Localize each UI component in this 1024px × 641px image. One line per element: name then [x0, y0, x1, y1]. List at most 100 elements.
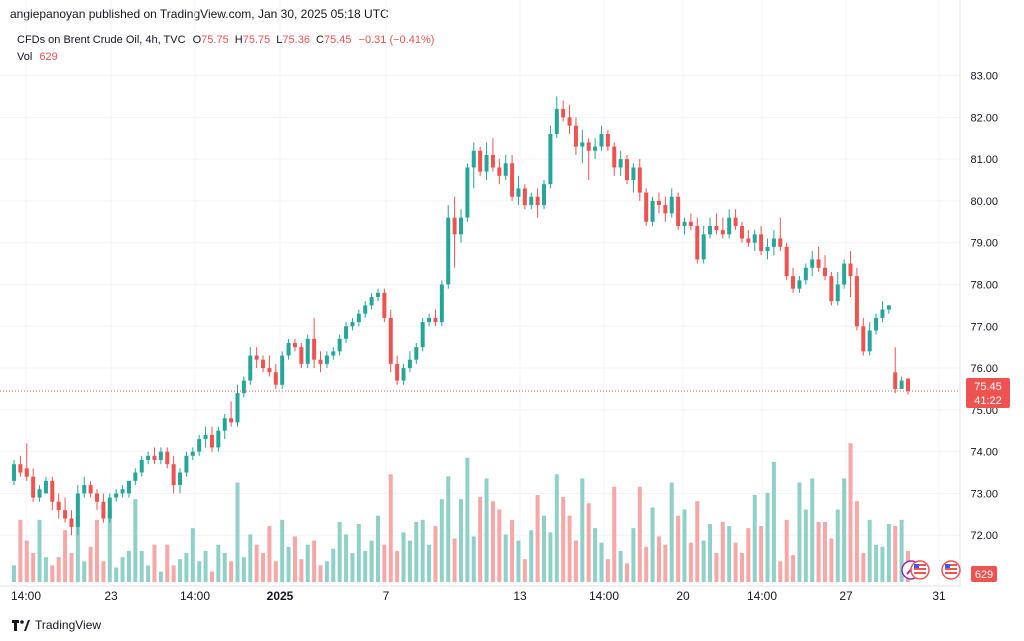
candle-body — [548, 134, 553, 185]
volume-bar — [427, 544, 432, 582]
volume-bar — [31, 553, 36, 582]
price-tick-label: 80.00 — [970, 196, 998, 208]
candle-body — [388, 317, 393, 364]
price-tick-label: 72.00 — [970, 530, 998, 542]
volume-bar — [522, 559, 527, 582]
price-tick-label: 77.00 — [970, 321, 998, 333]
volume-bar — [459, 499, 463, 582]
candle-body — [82, 485, 87, 494]
candle-body — [854, 276, 859, 327]
volume-bar — [708, 524, 713, 582]
candle-body — [797, 280, 802, 289]
candle-body — [637, 167, 642, 193]
volume-bar — [510, 519, 515, 582]
candle-body — [427, 317, 432, 323]
volume-bar — [644, 546, 649, 582]
candle-body — [746, 238, 751, 243]
candle-body — [471, 150, 476, 168]
candle-body — [669, 196, 674, 214]
volume-bar — [280, 519, 285, 582]
candle-body — [656, 200, 661, 206]
candle-body — [503, 163, 508, 176]
volume-bar — [165, 544, 170, 582]
candle-body — [63, 510, 68, 519]
candle-body — [465, 167, 470, 218]
event-icons[interactable] — [901, 560, 961, 580]
candle-body — [95, 493, 100, 502]
candle-body — [203, 434, 208, 440]
volume-bar — [842, 478, 847, 582]
footer-brand[interactable]: TradingView — [12, 618, 101, 632]
volume-bar — [497, 509, 502, 582]
volume-bar — [197, 561, 202, 582]
volume-bar — [375, 515, 380, 582]
volume-bar — [720, 521, 725, 582]
volume-bar — [158, 571, 163, 582]
candle-body — [241, 380, 246, 394]
open-value: 75.75 — [201, 34, 229, 46]
volume-badge: 629 — [971, 566, 997, 582]
candle-body — [899, 380, 904, 389]
candle-body — [120, 489, 125, 494]
volume-bar — [695, 501, 700, 582]
volume-bar — [37, 519, 42, 582]
candle-body — [24, 468, 29, 477]
candle-body — [107, 497, 112, 519]
volume-bar — [637, 486, 642, 582]
candle-body — [190, 451, 195, 456]
volume-bar — [133, 499, 138, 582]
candle-body — [452, 217, 457, 235]
candle-body — [158, 451, 163, 460]
candle-body — [446, 217, 451, 285]
volume-bar — [203, 550, 208, 582]
volume-bar — [63, 530, 68, 582]
volume-bar — [267, 526, 272, 582]
volume-bar — [101, 561, 106, 582]
volume-bar — [292, 536, 297, 582]
volume-bar — [439, 499, 444, 582]
volume-bar — [593, 528, 598, 582]
price-tick-label: 82.00 — [970, 112, 998, 124]
candle-body — [171, 464, 176, 486]
candle-body — [618, 159, 623, 168]
volume-value: 629 — [39, 51, 58, 63]
volume-bar — [503, 534, 508, 582]
volume-bar — [407, 540, 412, 582]
volume-bar — [612, 486, 617, 582]
candle-body — [714, 225, 719, 231]
candle-body — [235, 393, 240, 423]
candle-body — [139, 459, 144, 473]
candle-body — [676, 196, 681, 226]
volume-bar — [401, 532, 406, 582]
price-tick-label: 83.00 — [970, 71, 998, 83]
us-flag-icon[interactable] — [910, 560, 930, 580]
candle-body — [561, 108, 566, 118]
volume-bar — [452, 538, 457, 582]
candle-body — [682, 221, 687, 226]
volume-bar — [69, 553, 74, 582]
candle-body — [593, 146, 598, 151]
candle-body — [708, 225, 713, 235]
candle-body — [331, 351, 336, 356]
candle-body — [874, 317, 879, 331]
volume-bar — [209, 571, 214, 582]
candle-body — [101, 501, 106, 519]
volume-bar — [363, 550, 368, 582]
volume-bar — [139, 550, 144, 582]
volume-legend: Vol 629 — [17, 51, 58, 63]
high-label: H — [234, 34, 243, 46]
candle-body — [152, 455, 157, 460]
volume-bar — [701, 540, 706, 582]
volume-bar — [12, 565, 16, 582]
volume-bar — [471, 536, 476, 582]
volume-bar — [43, 557, 48, 582]
ohlc-legend: CFDs on Brent Crude Oil, 4h, TVC O75.75 … — [17, 34, 434, 46]
volume-bar — [50, 565, 55, 582]
tradingview-logo-icon — [12, 619, 30, 631]
volume-bar — [152, 544, 157, 582]
price-tick-label: 81.00 — [970, 154, 998, 166]
close-value: 75.45 — [323, 34, 352, 46]
us-flag-icon[interactable] — [941, 560, 961, 580]
candle-body — [701, 234, 706, 260]
